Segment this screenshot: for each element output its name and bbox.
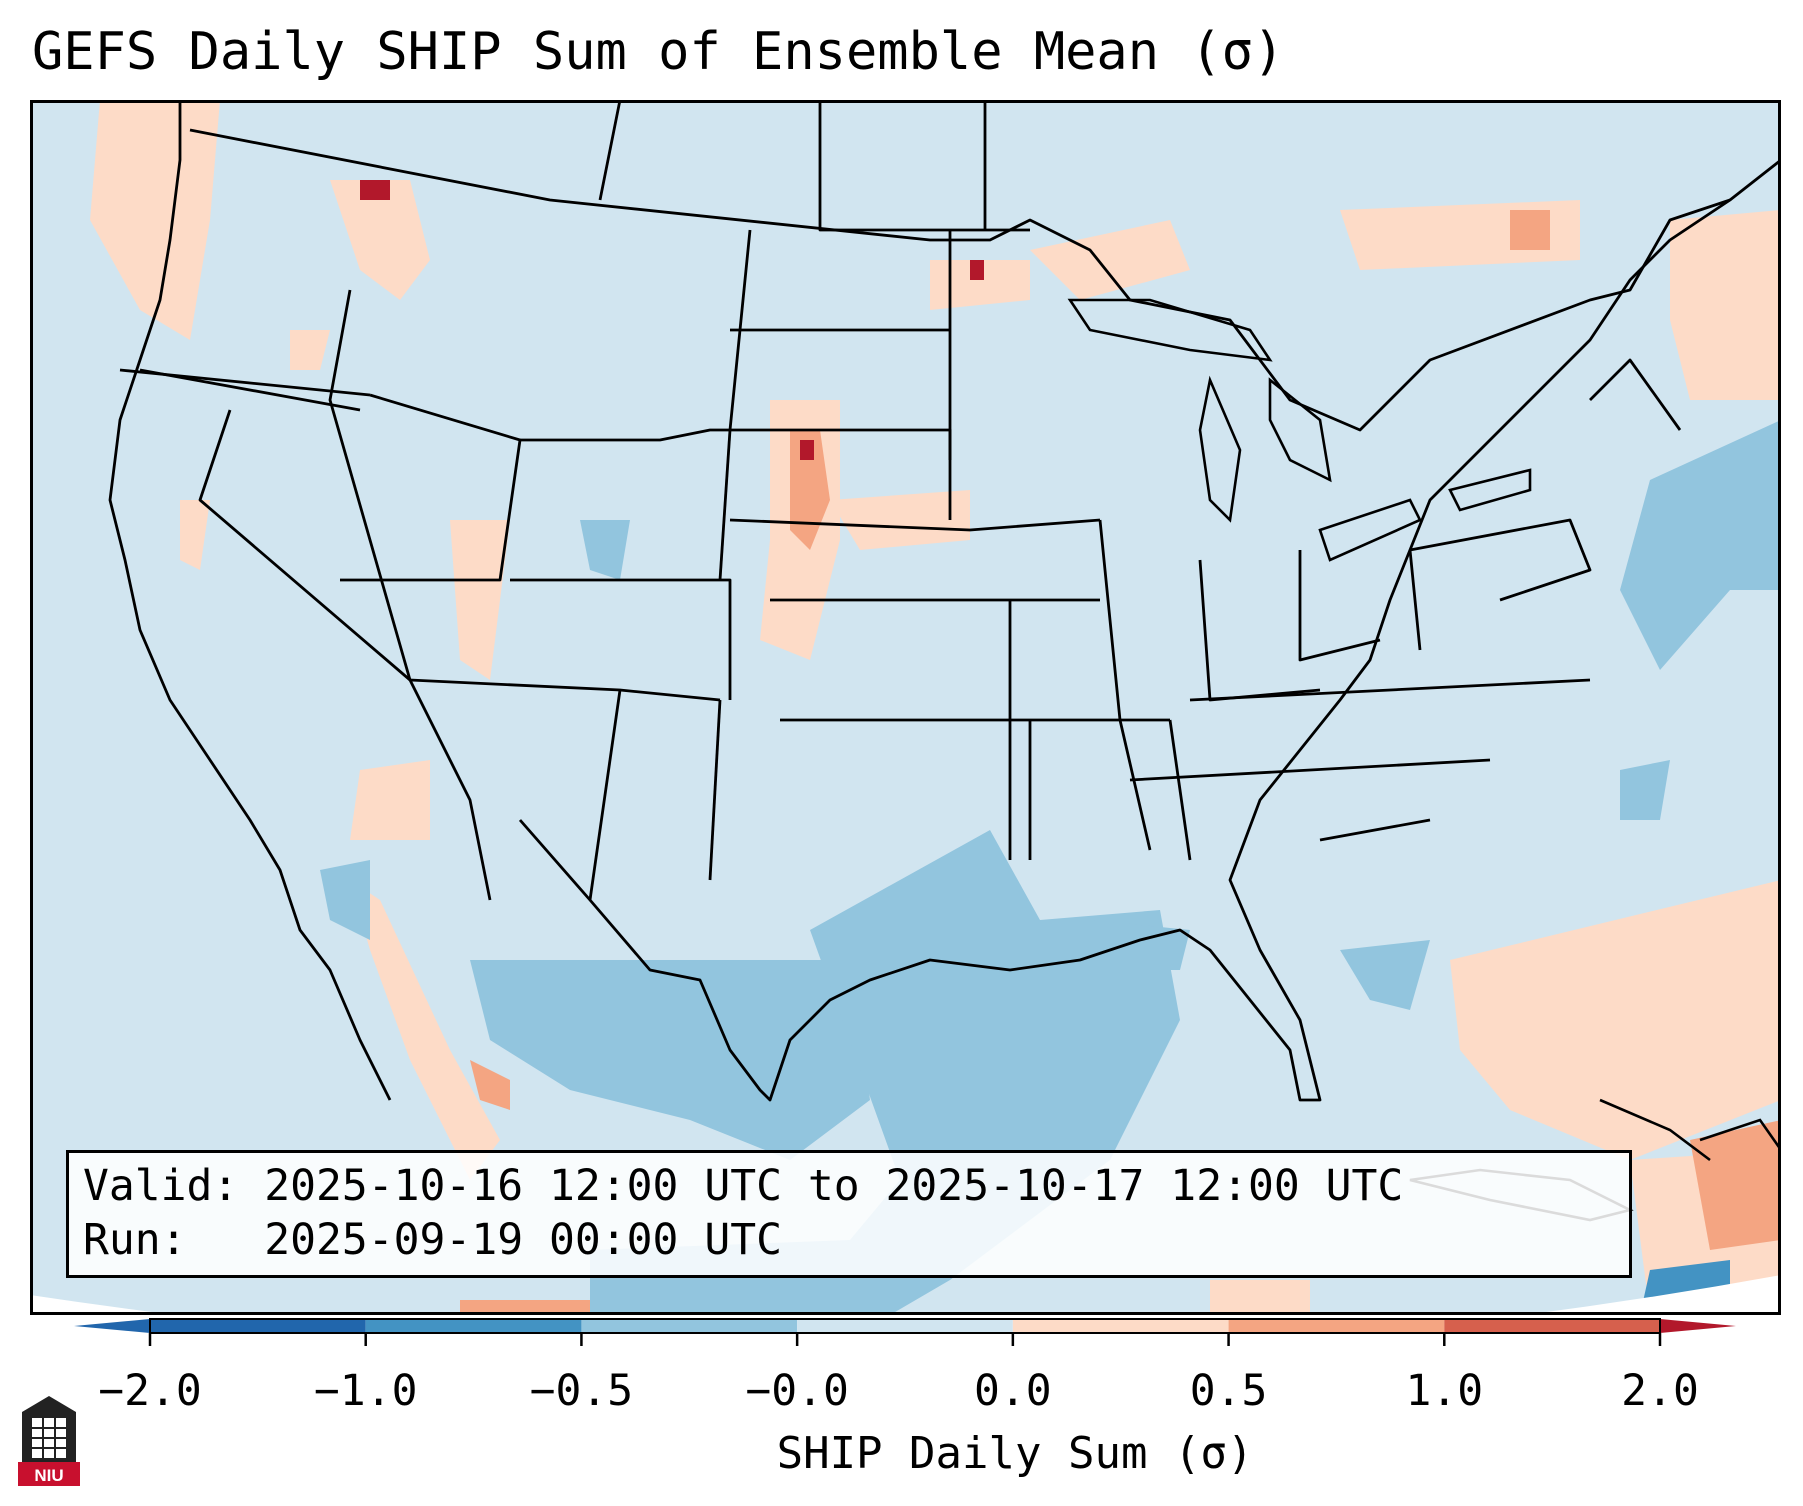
colorbar-tick-label: −2.0 (98, 1366, 202, 1416)
moderate-positive-layer (460, 210, 1781, 1315)
colorbar-tick-label: −0.5 (529, 1366, 634, 1416)
colorbar-under-arrow (74, 1319, 150, 1333)
colorbar-tick-label: 0.5 (1189, 1366, 1268, 1416)
projection-edge (30, 1275, 1781, 1315)
map-panel (30, 100, 1781, 1315)
niu-logo: NIU (18, 1396, 80, 1486)
colorbar-bin (581, 1319, 798, 1333)
colorbar-bin (150, 1319, 366, 1333)
valid-time-text: Valid: 2025-10-16 12:00 UTC to 2025-10-1… (83, 1161, 1404, 1211)
colorbar-bin (365, 1319, 582, 1333)
run-time-text: Run: 2025-09-19 00:00 UTC (83, 1215, 782, 1265)
colorbar-tick-label: 1.0 (1405, 1366, 1484, 1416)
map-title: GEFS Daily SHIP Sum of Ensemble Mean (σ) (32, 22, 1285, 82)
colorbar-bin (797, 1319, 1013, 1333)
strong-positive-layer (360, 180, 984, 460)
positive-anomaly-layer (90, 100, 1781, 1315)
valid-run-info-box: Valid: 2025-10-16 12:00 UTC to 2025-10-1… (66, 1150, 1632, 1278)
colorbar-tick-label: 2.0 (1621, 1366, 1699, 1416)
colorbar-bin (1228, 1319, 1445, 1333)
state-borders (108, 100, 1781, 1102)
colorbar-bin (1444, 1319, 1660, 1333)
svg-text:NIU: NIU (34, 1466, 63, 1485)
colorbar-frame (149, 1318, 1661, 1334)
colorbar-over-arrow (1660, 1319, 1736, 1333)
colorbar-label: SHIP Daily Sum (σ) (776, 1428, 1254, 1479)
colorbar-tick-label: 0.0 (974, 1366, 1052, 1416)
colorbar-tick-label: −1.0 (313, 1366, 418, 1416)
map-frame (30, 100, 1781, 1315)
colorbar-tick-label: −0.0 (745, 1366, 849, 1416)
colorbar-bin (1012, 1319, 1229, 1333)
great-lakes (1067, 298, 1532, 562)
colorbar (74, 1318, 1736, 1346)
